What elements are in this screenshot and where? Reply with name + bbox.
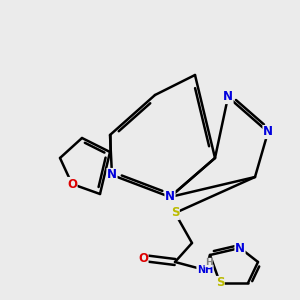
Text: NH: NH [197, 265, 213, 275]
Text: N: N [263, 125, 273, 139]
Text: S: S [171, 206, 179, 220]
Text: S: S [216, 277, 224, 290]
Text: H: H [205, 258, 212, 267]
Text: O: O [138, 251, 148, 265]
Text: N: N [165, 190, 175, 203]
Text: N: N [107, 169, 117, 182]
Text: N: N [223, 91, 233, 103]
Text: N: N [235, 242, 245, 254]
Text: O: O [67, 178, 77, 190]
